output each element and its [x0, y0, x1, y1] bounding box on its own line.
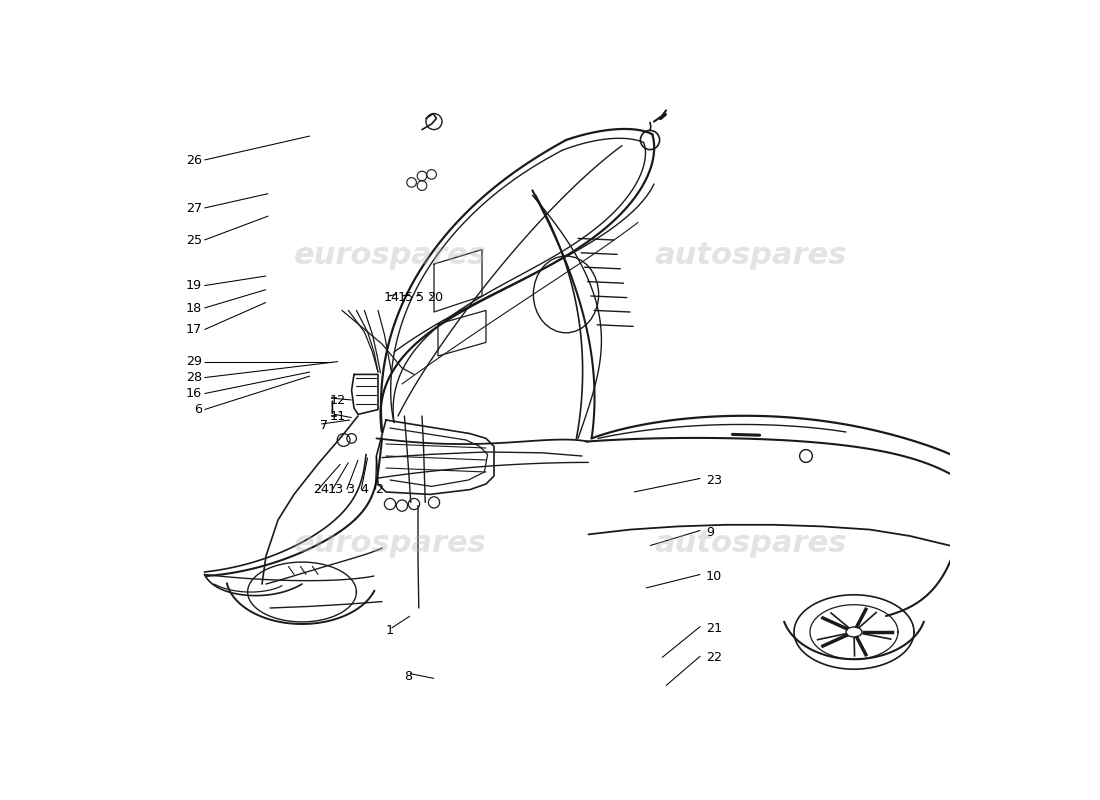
- Text: 3: 3: [345, 483, 354, 496]
- Text: eurospares: eurospares: [294, 242, 486, 270]
- Text: 28: 28: [186, 371, 202, 384]
- Text: 5: 5: [416, 291, 424, 304]
- Text: 11: 11: [330, 410, 346, 422]
- Text: 15: 15: [397, 291, 414, 304]
- Text: 27: 27: [186, 202, 202, 214]
- Text: 7: 7: [320, 419, 329, 432]
- Text: 1: 1: [386, 624, 394, 637]
- Text: 29: 29: [186, 355, 202, 368]
- Text: 21: 21: [706, 622, 722, 634]
- Text: 20: 20: [428, 291, 443, 304]
- Text: 25: 25: [186, 234, 202, 246]
- Text: 14: 14: [384, 291, 399, 304]
- Text: 26: 26: [186, 154, 202, 166]
- Text: 8: 8: [405, 670, 412, 682]
- Text: 6: 6: [194, 403, 202, 416]
- Text: autospares: autospares: [654, 530, 846, 558]
- Text: 17: 17: [186, 323, 202, 336]
- Text: 2: 2: [375, 483, 383, 496]
- Text: 9: 9: [706, 526, 714, 538]
- Text: 24: 24: [314, 483, 329, 496]
- Text: 19: 19: [186, 279, 202, 292]
- Text: eurospares: eurospares: [294, 530, 486, 558]
- Text: 13: 13: [328, 483, 343, 496]
- Text: 12: 12: [330, 394, 346, 406]
- Text: 10: 10: [706, 570, 723, 582]
- Text: 22: 22: [706, 651, 722, 664]
- Text: 16: 16: [186, 387, 202, 400]
- Text: 4: 4: [361, 483, 368, 496]
- Text: 23: 23: [706, 474, 722, 486]
- Text: 18: 18: [186, 302, 202, 314]
- Text: autospares: autospares: [654, 242, 846, 270]
